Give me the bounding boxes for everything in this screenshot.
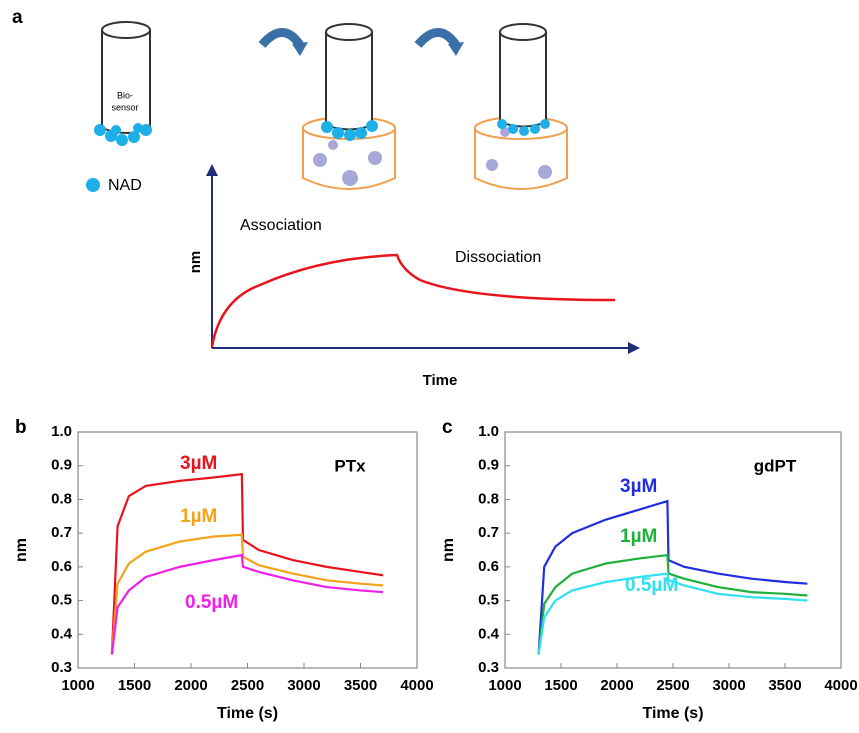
series-label: 1µM [180,506,217,527]
y-tick-label: 0.6 [51,558,72,575]
panel-label: a [12,7,23,28]
schematic: a Bio- sensor NAD [12,7,640,389]
series-line [537,553,808,655]
series-line [110,553,384,655]
x-tick-label: 2000 [174,677,207,694]
y-tick-label: 0.7 [51,524,72,541]
axis-arrow [628,342,640,354]
y-axis-label: nm [440,538,457,562]
x-tick-label: 3000 [712,677,745,694]
panel-label: c [442,417,453,438]
arrow-head [448,42,464,56]
series-label: 1µM [620,526,657,547]
sensor-label: Bio- [117,90,133,100]
y-tick-label: 0.5 [478,592,499,609]
annotation: PTx [334,456,366,475]
x-tick-label: 4000 [824,677,857,694]
series-label: 0.5µM [625,575,678,596]
nad-label: NAD [108,177,142,194]
x-axis-label: Time (s) [217,705,278,722]
axis-arrow [206,164,218,176]
arrow [258,28,304,49]
x-axis-label: Time (s) [642,705,703,722]
nad-dots [86,123,152,192]
panel-label: b [15,417,27,438]
arrow-head [292,42,308,56]
y-tick-label: 0.8 [51,490,72,507]
x-tick-label: 1500 [544,677,577,694]
phase-label: Dissociation [455,249,541,266]
y-tick-label: 1.0 [478,423,499,440]
annotation: gdPT [754,456,797,475]
y-tick-label: 0.5 [51,592,72,609]
series-line [537,499,808,655]
series-line [110,533,384,655]
x-tick-label: 1500 [118,677,151,694]
x-tick-label: 4000 [400,677,433,694]
plot-frame [77,431,418,669]
y-tick-label: 0.7 [478,524,499,541]
y-tick-label: 0.8 [478,490,499,507]
y-axis-label: nm [13,538,30,562]
schematic-ylabel: nm [187,251,204,274]
x-tick-label: 2500 [231,677,264,694]
phase-label: Association [240,217,322,234]
sensor-label: sensor [111,102,138,112]
x-tick-label: 2000 [600,677,633,694]
series-line [537,572,808,655]
arrow [414,28,460,49]
y-tick-label: 0.3 [478,659,499,676]
series-label: 0.5µM [185,592,238,613]
well [474,23,568,190]
x-tick-label: 3000 [287,677,320,694]
schematic-curve [210,253,616,348]
y-tick-label: 1.0 [51,423,72,440]
x-tick-label: 3500 [768,677,801,694]
biosensor-top [101,21,151,39]
y-tick-label: 0.4 [51,625,73,642]
x-tick-label: 1000 [61,677,94,694]
series-label: 3µM [180,453,217,474]
y-tick-label: 0.4 [478,625,500,642]
well [302,23,396,190]
schematic-xlabel: Time [423,372,458,389]
y-tick-label: 0.9 [51,457,72,474]
series-line [110,472,384,655]
y-tick-label: 0.6 [478,558,499,575]
y-tick-label: 0.9 [478,457,499,474]
series-label: 3µM [620,476,657,497]
x-tick-label: 1000 [488,677,521,694]
biosensor [101,30,151,134]
x-tick-label: 3500 [344,677,377,694]
x-tick-label: 2500 [656,677,689,694]
y-tick-label: 0.3 [51,659,72,676]
